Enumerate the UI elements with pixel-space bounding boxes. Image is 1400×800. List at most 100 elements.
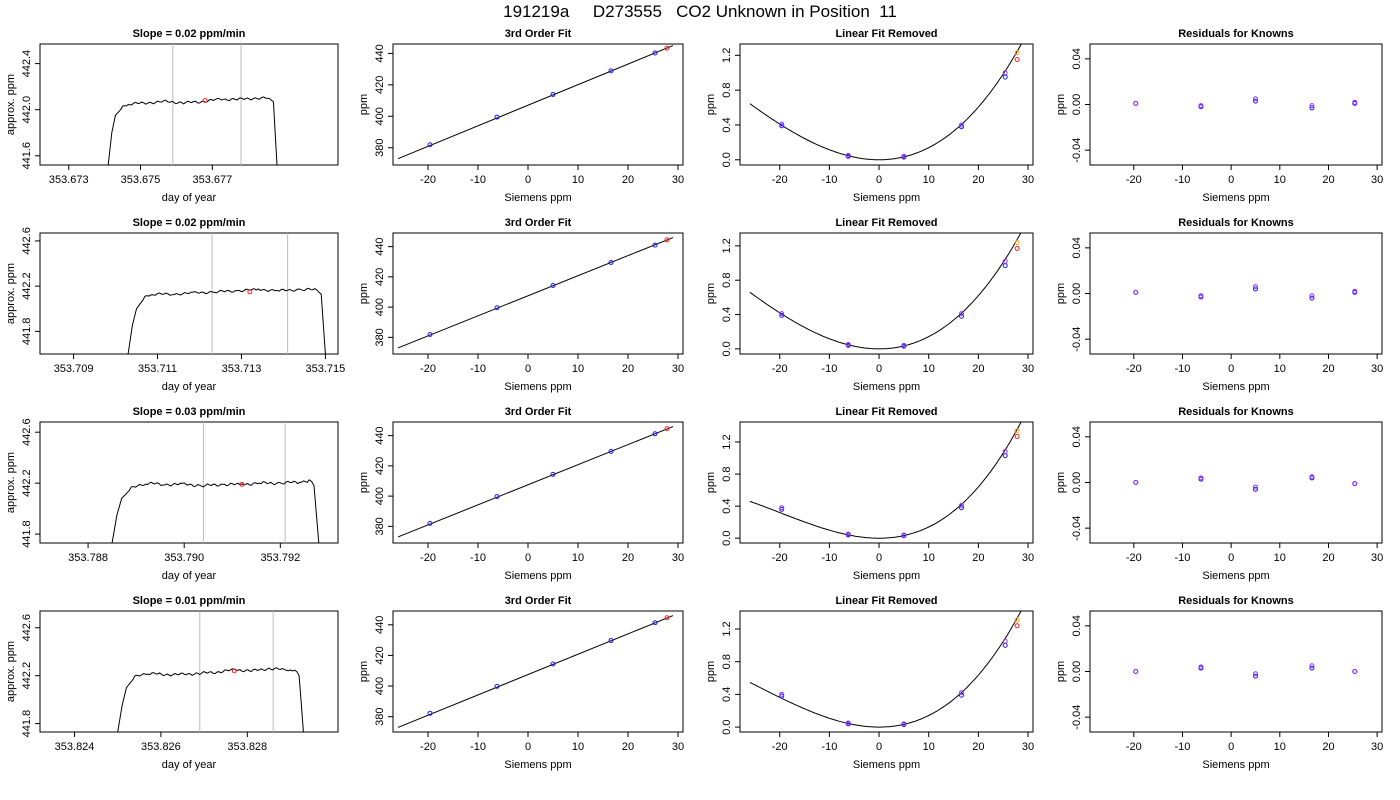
x-tick-label: 0: [876, 174, 882, 186]
plot-frame: [392, 232, 684, 355]
x-tick-label: 30: [672, 552, 684, 564]
panel-r0c1: 3rd Order Fit -20 -10 0 10 20 30 380 400 420 440 Si…: [358, 28, 684, 204]
y-tick-label: 0.0: [721, 719, 733, 734]
signal-trace: [107, 96, 278, 165]
x-tick-label: 20: [622, 741, 634, 753]
y-tick-label: -0.04: [1071, 327, 1083, 352]
x-axis-label: Siemens ppm: [853, 381, 920, 393]
x-tick-label: -10: [1175, 363, 1191, 375]
plot-area: [1133, 663, 1358, 679]
data-point-blue: [494, 114, 500, 120]
y-axis-label: approx. ppm: [5, 263, 17, 324]
panel-r2c1: 3rd Order Fit -20 -10 0 10 20 30 380 400 420 440 Si…: [358, 406, 684, 582]
panel-title: Residuals for Knowns: [1178, 595, 1294, 607]
panel-r0c3: Residuals for Knowns -20 -10 0 10 20 30 -0.04 0.…: [1055, 28, 1383, 204]
y-tick-label: 0.4: [721, 687, 733, 702]
data-point-blue: [1309, 105, 1315, 111]
x-axis-label: Siemens ppm: [853, 192, 920, 204]
y-tick-label: 0.00: [1071, 94, 1083, 115]
data-point-red: [664, 45, 670, 51]
x-tick-label: 0: [1228, 741, 1234, 753]
x-tick-label: -10: [470, 552, 486, 564]
y-tick-label: 442.4: [21, 50, 33, 78]
y-tick-label: 440: [374, 44, 386, 62]
y-tick-label: 0.4: [721, 498, 733, 513]
y-axis-label: ppm: [358, 472, 370, 493]
y-tick-label: 442.2: [21, 662, 33, 690]
x-axis-label: day of year: [162, 570, 217, 582]
x-tick-label: 0: [1228, 363, 1234, 375]
data-point-blue: [958, 313, 964, 319]
plot-frame: [39, 610, 339, 733]
y-tick-label: 380: [374, 708, 386, 726]
x-tick-label: -20: [420, 741, 436, 753]
x-tick-label: 10: [923, 552, 935, 564]
x-tick-label: 10: [923, 174, 935, 186]
panel-title: Residuals for Knowns: [1178, 406, 1294, 418]
y-tick-label: 1.2: [721, 621, 733, 636]
x-tick-label: 353.677: [192, 174, 232, 186]
x-tick-label: 30: [672, 363, 684, 375]
y-tick-label: 0.8: [721, 654, 733, 669]
y-axis-label: approx. ppm: [5, 452, 17, 513]
panel-r2c2: Linear Fit Removed -20 -10 0 10 20 30 0.0 0.4 0.8…: [705, 406, 1034, 582]
plot-area: [397, 426, 674, 538]
x-tick-label: -20: [772, 174, 788, 186]
data-point-purple: [1352, 288, 1358, 294]
data-point-blue: [1252, 673, 1258, 679]
plot-area: [397, 45, 674, 160]
x-axis-label: Siemens ppm: [1202, 192, 1269, 204]
x-tick-label: 20: [1322, 363, 1334, 375]
data-point-purple: [845, 720, 851, 726]
data-point-red: [664, 426, 670, 432]
y-tick-label: 400: [374, 298, 386, 316]
y-axis-label: ppm: [705, 661, 717, 682]
x-tick-label: 30: [1371, 552, 1383, 564]
data-point-blue: [550, 471, 556, 477]
data-point-purple: [779, 691, 785, 697]
data-point-purple: [958, 690, 964, 696]
data-point-purple: [901, 532, 907, 538]
page-title: 191219a D273555 CO2 Unknown in Position …: [503, 2, 897, 21]
x-tick-label: 20: [972, 552, 984, 564]
data-point-purple: [958, 122, 964, 128]
x-tick-label: 353.828: [227, 741, 267, 753]
data-point-blue: [1002, 453, 1008, 459]
marker-point: [231, 668, 237, 674]
data-point-purple: [1002, 258, 1008, 264]
panel-r3c2: Linear Fit Removed -20 -10 0 10 20 30 0.0 0.4 0.8…: [705, 595, 1034, 771]
x-tick-label: 30: [1022, 363, 1034, 375]
y-tick-label: 442.6: [21, 418, 33, 446]
x-tick-label: 353.675: [121, 174, 161, 186]
panel-title: 3rd Order Fit: [505, 406, 572, 418]
plot-area: [1133, 96, 1358, 111]
data-point-purple: [1352, 99, 1358, 105]
y-tick-label: 380: [374, 139, 386, 157]
data-point-blue: [652, 242, 658, 248]
x-axis-label: Siemens ppm: [1202, 381, 1269, 393]
y-axis-label: ppm: [705, 283, 717, 304]
data-point-purple: [1133, 480, 1139, 485]
x-tick-label: 10: [923, 741, 935, 753]
x-tick-label: -20: [1126, 363, 1142, 375]
y-tick-label: 1.2: [721, 434, 733, 449]
panel-r0c0: Slope = 0.02 ppm/min 353.673 353.675 353.67…: [5, 28, 339, 204]
fit-line: [397, 45, 674, 160]
x-tick-label: 0: [1228, 174, 1234, 186]
y-tick-label: 420: [374, 457, 386, 475]
x-tick-label: -10: [470, 741, 486, 753]
marker-point: [239, 481, 245, 487]
plot-area: [111, 422, 320, 543]
data-point-purple: [1252, 284, 1258, 290]
panel-title: Linear Fit Removed: [835, 28, 937, 40]
data-point-blue: [494, 683, 500, 689]
data-point-purple: [1309, 474, 1315, 480]
data-point-blue: [958, 505, 964, 511]
y-tick-label: -0.04: [1071, 516, 1083, 541]
plot-area: [117, 611, 304, 732]
data-point-blue: [608, 448, 614, 454]
fit-line: [397, 426, 674, 538]
data-point-blue: [427, 142, 433, 148]
y-tick-label: 0.8: [721, 82, 733, 97]
x-tick-label: 0: [525, 363, 531, 375]
